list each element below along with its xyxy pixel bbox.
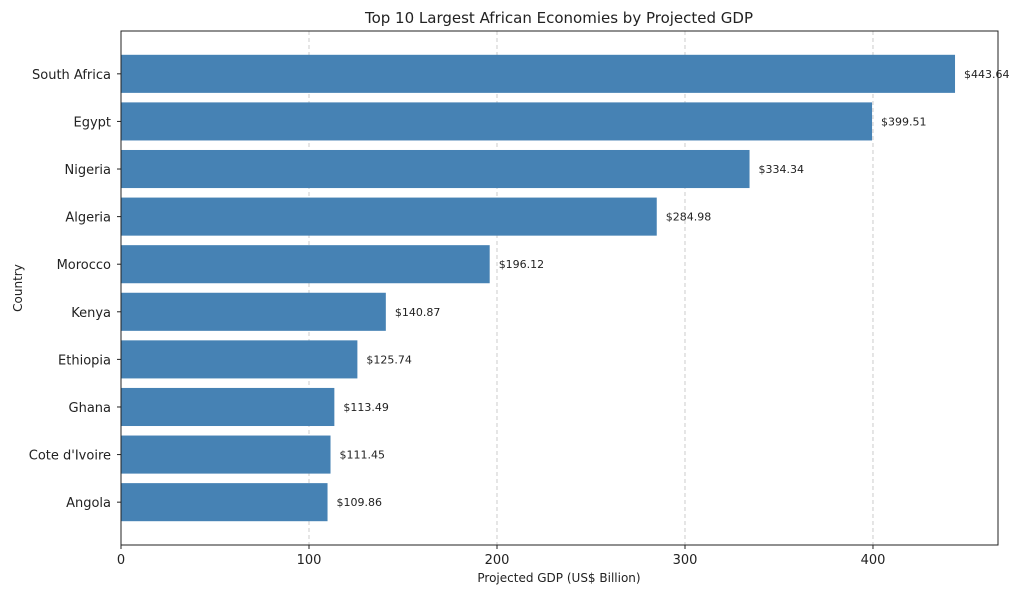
data-label: $125.74 bbox=[366, 353, 412, 366]
y-axis-label: Country bbox=[11, 264, 25, 312]
data-label: $111.45 bbox=[340, 449, 386, 462]
data-label: $109.86 bbox=[337, 496, 383, 509]
bar bbox=[121, 54, 956, 93]
data-label: $196.12 bbox=[499, 258, 545, 271]
bar bbox=[121, 340, 358, 379]
x-tick-label: 100 bbox=[297, 553, 322, 568]
data-label: $284.98 bbox=[666, 211, 712, 224]
data-label: $399.51 bbox=[881, 115, 927, 128]
bar bbox=[121, 387, 335, 427]
data-label: $443.64 bbox=[964, 68, 1010, 81]
x-tick-label: 400 bbox=[861, 553, 886, 568]
bar bbox=[121, 435, 331, 474]
x-tick-label: 200 bbox=[485, 553, 510, 568]
y-tick-label: Egypt bbox=[73, 115, 111, 130]
bar bbox=[121, 292, 386, 331]
y-tick-label: Angola bbox=[66, 496, 111, 511]
y-tick-label: Ghana bbox=[69, 401, 112, 416]
x-axis-label: Projected GDP (US$ Billion) bbox=[477, 571, 640, 585]
plot-frame bbox=[120, 30, 999, 546]
data-label: $113.49 bbox=[343, 401, 389, 414]
data-label: $334.34 bbox=[759, 163, 805, 176]
y-tick-label: Ethiopia bbox=[58, 353, 111, 368]
y-tick-label: South Africa bbox=[32, 68, 111, 83]
data-label: $140.87 bbox=[395, 306, 441, 319]
bar bbox=[121, 197, 657, 236]
y-tick-label: Nigeria bbox=[64, 163, 111, 178]
y-tick-label: Cote d'Ivoire bbox=[29, 449, 111, 464]
bar bbox=[121, 149, 750, 189]
chart-title: Top 10 Largest African Economies by Proj… bbox=[364, 9, 753, 27]
y-tick-label: Kenya bbox=[71, 306, 111, 321]
y-tick-label: Morocco bbox=[57, 258, 111, 273]
bar bbox=[121, 245, 490, 284]
x-tick-label: 0 bbox=[117, 553, 125, 568]
bar bbox=[121, 102, 873, 141]
y-tick-label: Algeria bbox=[65, 211, 111, 226]
x-tick-label: 300 bbox=[673, 553, 698, 568]
bar bbox=[121, 483, 328, 522]
